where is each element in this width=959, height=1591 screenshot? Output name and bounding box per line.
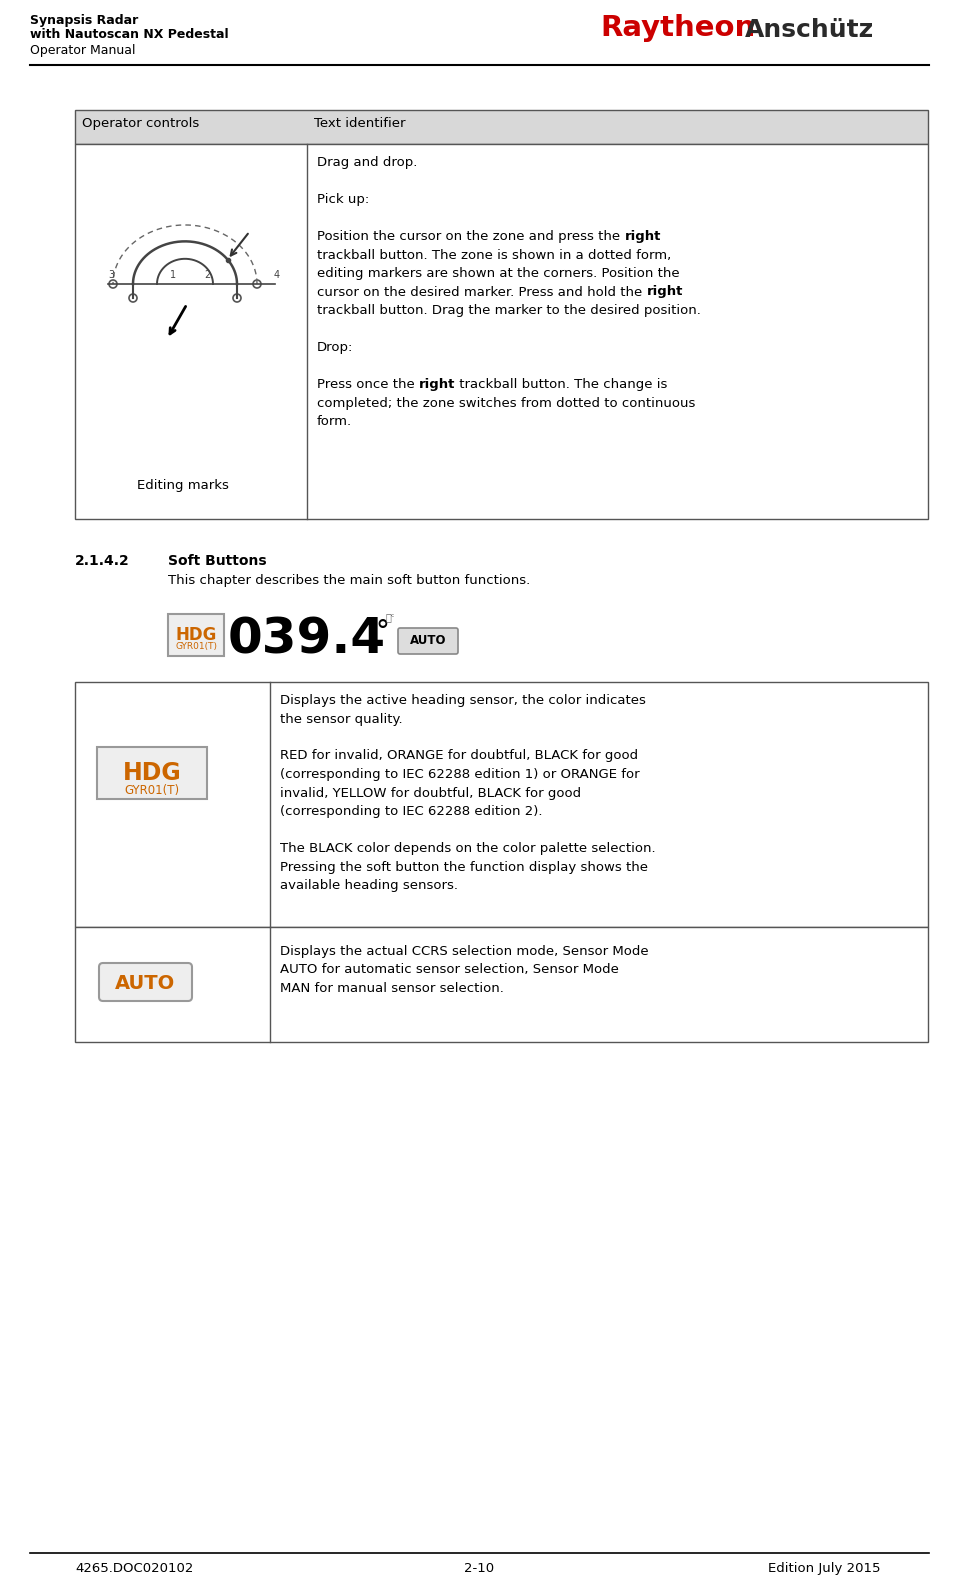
Text: Operator Manual: Operator Manual xyxy=(30,45,135,57)
Text: Edition July 2015: Edition July 2015 xyxy=(767,1562,880,1575)
Text: AUTO: AUTO xyxy=(115,974,175,993)
Text: available heading sensors.: available heading sensors. xyxy=(280,878,458,893)
Text: with Nautoscan NX Pedestal: with Nautoscan NX Pedestal xyxy=(30,29,228,41)
Text: GYR01(T): GYR01(T) xyxy=(175,643,217,651)
Text: (corresponding to IEC 62288 edition 1) or ORANGE for: (corresponding to IEC 62288 edition 1) o… xyxy=(280,768,640,781)
Text: The BLACK color depends on the color palette selection.: The BLACK color depends on the color pal… xyxy=(280,842,656,854)
FancyBboxPatch shape xyxy=(168,614,224,655)
Text: trackball button. The zone is shown in a dotted form,: trackball button. The zone is shown in a… xyxy=(317,248,671,261)
Text: (corresponding to IEC 62288 edition 2).: (corresponding to IEC 62288 edition 2). xyxy=(280,805,543,818)
Text: MAN for manual sensor selection.: MAN for manual sensor selection. xyxy=(280,982,503,994)
Text: RED for invalid, ORANGE for doubtful, BLACK for good: RED for invalid, ORANGE for doubtful, BL… xyxy=(280,749,638,762)
Text: Operator controls: Operator controls xyxy=(82,118,199,130)
Text: trackball button. Drag the marker to the desired position.: trackball button. Drag the marker to the… xyxy=(317,304,701,317)
Text: completed; the zone switches from dotted to continuous: completed; the zone switches from dotted… xyxy=(317,396,695,409)
Text: °: ° xyxy=(375,617,389,646)
Text: Text identifier: Text identifier xyxy=(314,118,406,130)
Text: the sensor quality.: the sensor quality. xyxy=(280,713,403,725)
Text: cursor on the desired marker. Press and hold the: cursor on the desired marker. Press and … xyxy=(317,285,646,299)
Text: Displays the actual CCRS selection mode, Sensor Mode: Displays the actual CCRS selection mode,… xyxy=(280,945,648,958)
Text: 2.1.4.2: 2.1.4.2 xyxy=(75,554,129,568)
Text: editing markers are shown at the corners. Position the: editing markers are shown at the corners… xyxy=(317,267,680,280)
Text: Drag and drop.: Drag and drop. xyxy=(317,156,417,169)
Text: Position the cursor on the zone and press the: Position the cursor on the zone and pres… xyxy=(317,231,624,243)
Bar xyxy=(75,928,928,1042)
FancyBboxPatch shape xyxy=(97,748,207,799)
Text: Displays the active heading sensor, the color indicates: Displays the active heading sensor, the … xyxy=(280,694,645,706)
Text: AUTO: AUTO xyxy=(409,633,446,648)
Text: This chapter describes the main soft button functions.: This chapter describes the main soft but… xyxy=(168,574,530,587)
Text: GYR01(T): GYR01(T) xyxy=(125,784,179,797)
Text: HDG: HDG xyxy=(175,625,217,644)
Bar xyxy=(75,110,928,145)
Bar xyxy=(75,145,928,519)
Text: 4265.DOC020102: 4265.DOC020102 xyxy=(75,1562,194,1575)
Text: AUTO for automatic sensor selection, Sensor Mode: AUTO for automatic sensor selection, Sen… xyxy=(280,964,619,977)
Text: right: right xyxy=(646,285,683,299)
Text: Drop:: Drop: xyxy=(317,340,353,355)
Text: HDG: HDG xyxy=(123,760,181,784)
FancyBboxPatch shape xyxy=(99,963,192,1001)
Text: Raytheon: Raytheon xyxy=(600,14,756,41)
Text: right: right xyxy=(419,379,456,391)
Text: invalid, YELLOW for doubtful, BLACK for good: invalid, YELLOW for doubtful, BLACK for … xyxy=(280,786,581,800)
Text: 4: 4 xyxy=(274,270,280,280)
Text: 3: 3 xyxy=(108,270,114,280)
Text: right: right xyxy=(624,231,661,243)
Text: 2-10: 2-10 xyxy=(464,1562,494,1575)
FancyBboxPatch shape xyxy=(398,628,458,654)
Text: form.: form. xyxy=(317,415,352,428)
Text: Ⓒᶜ: Ⓒᶜ xyxy=(386,613,395,622)
Text: Pressing the soft button the function display shows the: Pressing the soft button the function di… xyxy=(280,861,648,873)
Text: Editing marks: Editing marks xyxy=(137,479,229,492)
Text: 039.4: 039.4 xyxy=(228,616,386,663)
Text: Pick up:: Pick up: xyxy=(317,193,369,205)
Text: 2: 2 xyxy=(204,270,210,280)
Text: Press once the: Press once the xyxy=(317,379,419,391)
Text: Soft Buttons: Soft Buttons xyxy=(168,554,267,568)
Bar xyxy=(75,683,928,928)
Text: Synapsis Radar: Synapsis Radar xyxy=(30,14,138,27)
Text: Anschütz: Anschütz xyxy=(745,18,875,41)
Text: trackball button. The change is: trackball button. The change is xyxy=(456,379,667,391)
Text: 1: 1 xyxy=(170,270,176,280)
